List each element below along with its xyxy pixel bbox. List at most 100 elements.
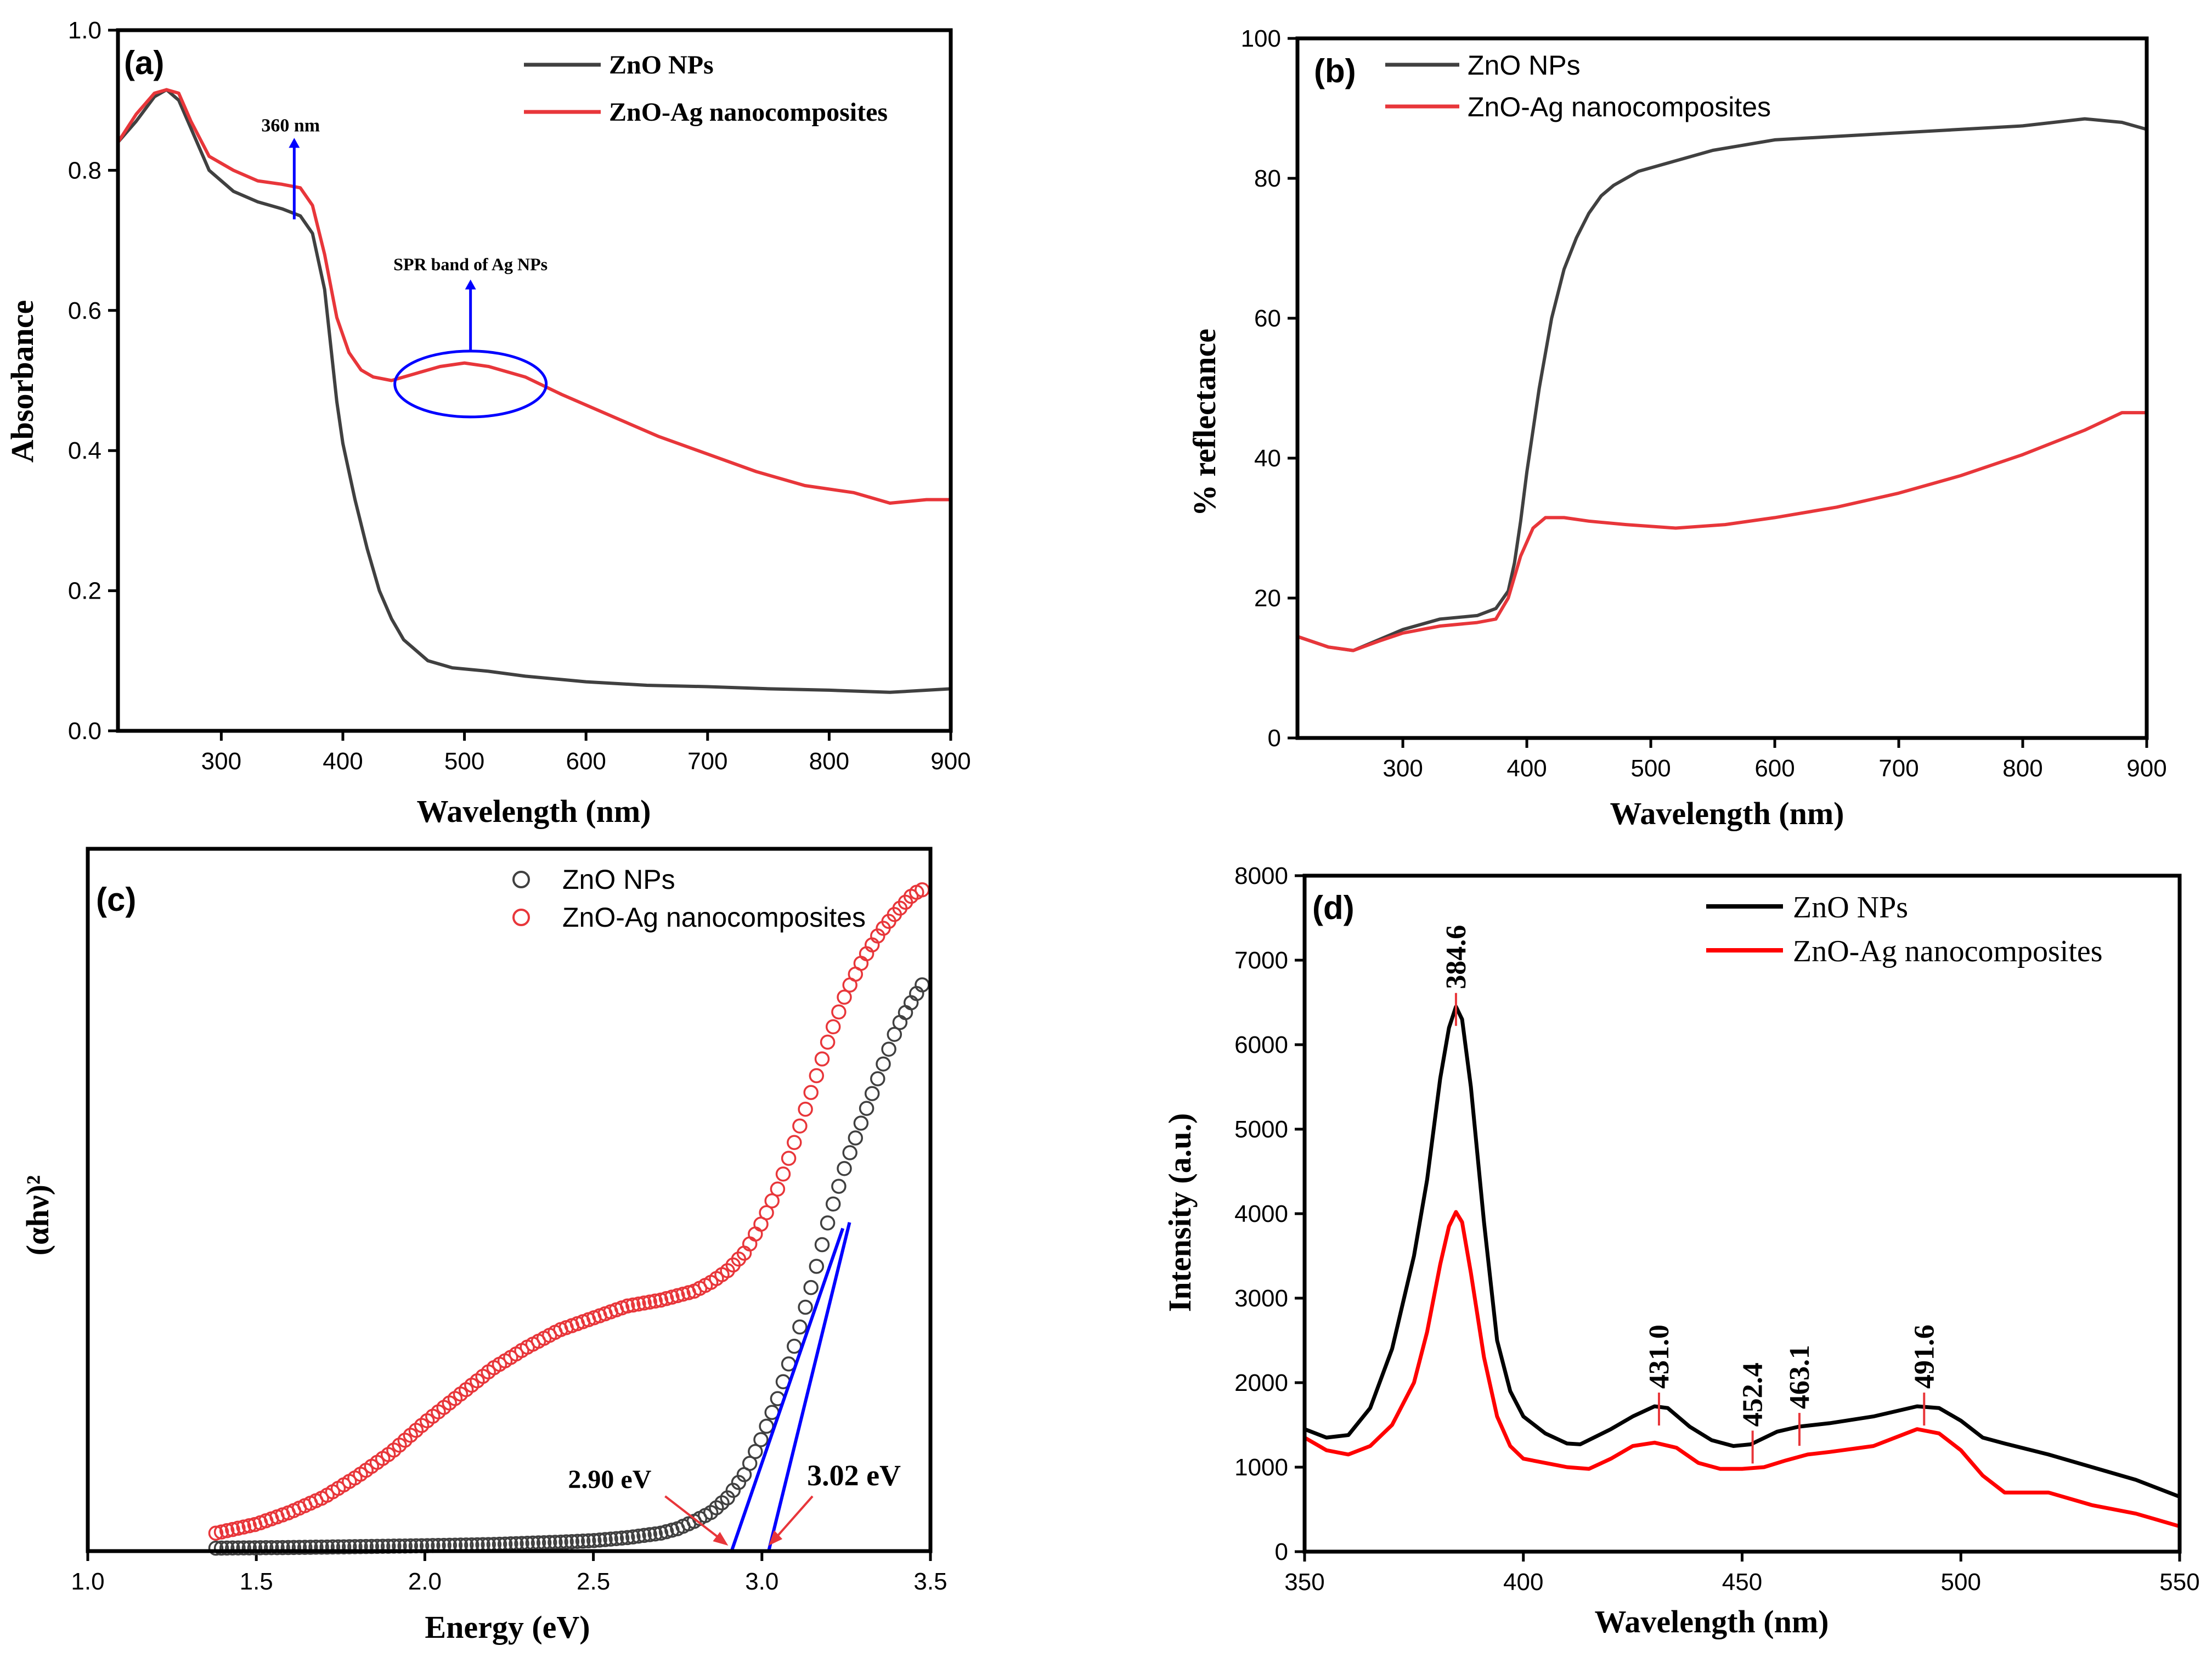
panel-a-frame (116, 28, 953, 733)
scatter-point-zno (213, 1540, 229, 1556)
scatter-point-zno (803, 1280, 819, 1295)
scatter-point-zno (759, 1418, 774, 1434)
scatter-point-zno (541, 1535, 557, 1551)
panel-b-legend: ZnO NPs ZnO-Ag nanocomposites (1385, 50, 1771, 122)
panel-d-xlabel: Wavelength (nm) (1595, 1604, 1829, 1639)
scatter-point-zno (225, 1540, 240, 1556)
scatter-point-zno (842, 1145, 857, 1160)
scatter-point-znoag (675, 1286, 691, 1302)
arrowhead-2.90 (713, 1532, 729, 1546)
scatter-point-zno (809, 1259, 825, 1274)
scatter-point-znoag (803, 1085, 819, 1100)
y-tick-label: 0.8 (68, 157, 101, 184)
scatter-point-zno (859, 1101, 874, 1116)
scatter-point-zno (881, 1041, 896, 1057)
scatter-point-zno (892, 1015, 908, 1030)
scatter-point-znoag (798, 1101, 813, 1117)
scatter-point-znoag (814, 1051, 830, 1067)
legend-label-zno: ZnO NPs (609, 50, 714, 80)
peak-label: 452.4 (1737, 1362, 1769, 1427)
scatter-point-zno (831, 1179, 847, 1194)
series-line-zno (116, 88, 951, 694)
scatter-point-zno (742, 1456, 758, 1471)
panel-b: (b) 300 400 500 600 700 800 900 0 20 40 60 80 100 Zn… (1187, 25, 2167, 831)
legend-label-znoag: ZnO-Ag nanocomposites (609, 98, 888, 127)
scatter-point-zno (336, 1539, 352, 1554)
scatter-point-zno (308, 1540, 324, 1555)
scatter-point-zno (608, 1531, 624, 1546)
scatter-point-zno (275, 1540, 290, 1555)
scatter-point-znoag (642, 1294, 657, 1310)
panel-c: (c) 1.0 1.5 2.0 2.5 3.0 3.5 2.90 eV 3.02 eV Zn… (20, 847, 947, 1645)
panel-c-ylabel: (αhν)² (20, 1175, 55, 1256)
y-tick-label: 100 (1241, 25, 1281, 52)
scatter-point-znoag (831, 1004, 847, 1020)
peak-label: 491.6 (1909, 1325, 1940, 1389)
scatter-point-zno (286, 1540, 302, 1555)
y-tick-label: 60 (1254, 305, 1281, 332)
series-line-zno (1304, 1005, 2181, 1499)
scatter-point-zno (625, 1529, 641, 1545)
x-tick-label: 800 (2002, 755, 2042, 782)
x-tick-label: 700 (1878, 755, 1918, 782)
peak-label: 384.6 (1441, 925, 1472, 989)
panel-c-xlabel: Energy (eV) (425, 1609, 590, 1645)
scatter-point-zno (241, 1540, 257, 1555)
scatter-point-zno (297, 1540, 313, 1555)
scatter-point-zno (798, 1299, 813, 1315)
scatter-point-zno (658, 1524, 674, 1540)
series-line-znoag (116, 88, 951, 505)
panel-c-legend: ZnO NPs ZnO-Ag nanocomposites (512, 864, 866, 933)
panel-c-frame (86, 847, 933, 1553)
scatter-point-zno (208, 1540, 224, 1556)
panel-b-ylabel: % reflectance (1187, 329, 1222, 516)
scatter-point-zno (792, 1319, 808, 1335)
scatter-point-zno (353, 1539, 368, 1554)
scatter-point-znoag (208, 1525, 224, 1541)
panel-a: (a) 300 400 500 600 700 800 900 0.0 0.2 0.4 0.6 0.8… (4, 17, 971, 829)
scatter-point-zno (252, 1540, 268, 1555)
x-tick-label: 400 (1506, 755, 1547, 782)
scatter-point-zno (230, 1540, 246, 1555)
scatter-point-zno (264, 1540, 279, 1555)
scatter-point-znoag (647, 1293, 663, 1309)
scatter-point-zno (247, 1540, 263, 1555)
legend-label-znoag: ZnO-Ag nanocomposites (562, 902, 866, 933)
scatter-point-znoag (809, 1068, 825, 1084)
scatter-point-znoag (631, 1296, 646, 1312)
x-tick-label: 350 (1284, 1569, 1324, 1596)
x-tick-label: 800 (809, 748, 849, 775)
scatter-point-zno (558, 1534, 574, 1549)
y-tick-label: 0 (1268, 725, 1281, 752)
y-tick-label: 1000 (1234, 1454, 1288, 1481)
scatter-point-znoag (225, 1521, 240, 1537)
y-tick-label: 0.6 (68, 297, 101, 324)
scatter-point-zno (597, 1532, 613, 1547)
scatter-point-zno (592, 1532, 607, 1548)
scatter-point-znoag (236, 1519, 251, 1535)
scatter-point-zno (314, 1539, 329, 1555)
y-tick-label: 3000 (1234, 1285, 1288, 1312)
scatter-point-znoag (658, 1291, 674, 1306)
x-tick-label: 600 (1754, 755, 1795, 782)
legend-label-znoag: ZnO-Ag nanocomposites (1793, 934, 2103, 968)
y-tick-label: 20 (1254, 585, 1281, 612)
scatter-point-znoag (213, 1524, 229, 1540)
panel-c-label: (c) (96, 881, 136, 918)
scatter-point-zno (564, 1534, 580, 1549)
scatter-point-znoag (837, 989, 852, 1005)
panel-b-label: (b) (1314, 53, 1356, 89)
scatter-point-zno (825, 1196, 841, 1212)
x-tick-label: 400 (1503, 1569, 1543, 1596)
scatter-point-zno (636, 1528, 652, 1543)
x-tick-label: 3.0 (745, 1568, 778, 1595)
scatter-point-zno (876, 1056, 891, 1072)
x-tick-label: 500 (1630, 755, 1671, 782)
legend-label-zno: ZnO NPs (1468, 50, 1581, 81)
x-tick-label: 450 (1722, 1569, 1762, 1596)
panel-a-label: (a) (124, 44, 164, 81)
scatter-point-zno (325, 1539, 341, 1555)
scatter-point-zno (330, 1539, 346, 1555)
series-line-zno (1297, 117, 2147, 652)
